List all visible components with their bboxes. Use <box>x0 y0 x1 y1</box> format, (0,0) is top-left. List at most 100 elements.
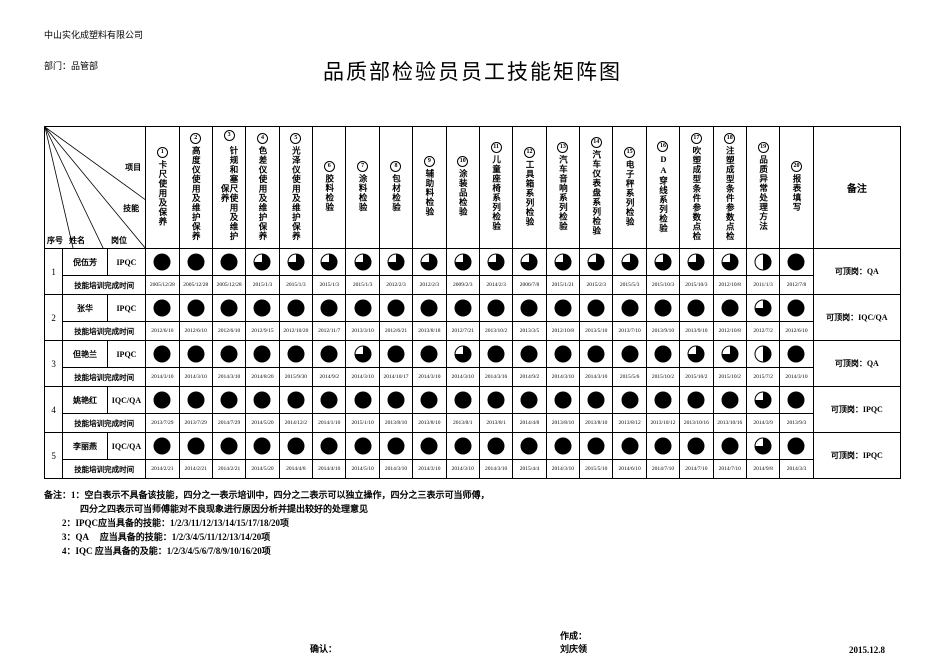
skill-pie-icon <box>253 253 271 271</box>
skill-pie-icon <box>220 345 238 363</box>
train-date-cell: 2012/10/20 <box>279 322 312 341</box>
skill-pie-icon <box>287 391 305 409</box>
train-date-cell: 2014/3/10 <box>346 368 379 387</box>
train-date-cell: 2009/2/3 <box>446 276 479 295</box>
position-cell: IPQC <box>107 341 145 368</box>
position-cell: IPQC <box>107 295 145 322</box>
position-cell: IQC/QA <box>107 387 145 414</box>
skill-level-cell <box>613 295 646 322</box>
train-date-cell: 2014/10/17 <box>379 368 412 387</box>
train-date-cell: 2015/5/6 <box>613 368 646 387</box>
train-date-cell: 2014/6/10 <box>613 460 646 479</box>
employee-row: 2张华IPQC可顶岗：IQC/QA <box>45 295 901 322</box>
skill-level-cell <box>446 387 479 414</box>
skill-pie-icon <box>420 345 438 363</box>
skill-name: 汽车音响系列检验 <box>558 155 567 231</box>
skill-level-cell <box>613 387 646 414</box>
skill-pie-icon <box>687 253 705 271</box>
train-date-cell: 2013/7/10 <box>613 322 646 341</box>
train-date-cell: 2014/2/21 <box>179 460 212 479</box>
skill-level-cell <box>580 387 613 414</box>
skill-level-cell <box>212 295 245 322</box>
skill-header: 11 儿童座椅系列检验 <box>479 127 512 249</box>
skill-pie-icon <box>554 437 572 455</box>
skill-pie-icon <box>554 345 572 363</box>
skill-pie-icon <box>487 345 505 363</box>
train-date-cell: 2015/10/3 <box>680 276 713 295</box>
skill-pie-icon <box>754 299 772 317</box>
skill-pie-icon <box>654 391 672 409</box>
train-date-cell: 2014/3/10 <box>546 460 579 479</box>
train-date-cell: 2015/10/3 <box>646 276 679 295</box>
skill-pie-icon <box>787 345 805 363</box>
train-date-cell: 2013/8/12 <box>613 414 646 433</box>
train-date-cell: 2015/10/2 <box>713 368 746 387</box>
train-date-cell: 2014/9/2 <box>513 368 546 387</box>
skill-level-cell <box>212 433 245 460</box>
skill-level-cell <box>780 341 813 368</box>
skill-level-cell <box>446 341 479 368</box>
name-cell: 姚艳红 <box>63 387 108 414</box>
train-date-cell: 2014/5/20 <box>246 460 279 479</box>
skill-number: 16 <box>657 141 668 152</box>
name-cell: 李丽燕 <box>63 433 108 460</box>
skill-pie-icon <box>654 299 672 317</box>
train-date-cell: 2013/8/10 <box>546 414 579 433</box>
note-line: 四分之四表示可当师傅能对不良现象进行原因分析并提出较好的处理意见 <box>44 503 901 517</box>
train-date-cell: 2013/8/1 <box>479 414 512 433</box>
skill-name: 辅助料检验 <box>425 169 434 217</box>
page: 中山实化成塑料有限公司 部门：品管部 品质部检验员员工技能矩阵图 项目 技能 序… <box>0 0 945 669</box>
skill-header: 13 汽车音响系列检验 <box>546 127 579 249</box>
skill-level-cell <box>580 433 613 460</box>
train-date-cell: 2015/1/3 <box>313 276 346 295</box>
skill-level-cell <box>713 341 746 368</box>
train-date-cell: 2014/3/10 <box>446 368 479 387</box>
notes-block: 备注：1：空白表示不具备该技能，四分之一表示培训中，四分之二表示可以独立操作，四… <box>44 489 901 559</box>
skill-header: 17 吹塑成型条件参数点检 <box>680 127 713 249</box>
seq-cell: 1 <box>45 249 63 295</box>
employee-date-row: 技能培训完成时间2005/12/282005/12/282005/12/2820… <box>45 276 901 295</box>
skill-pie-icon <box>554 299 572 317</box>
skill-pie-icon <box>721 299 739 317</box>
seq-cell: 2 <box>45 295 63 341</box>
skill-pie-icon <box>454 437 472 455</box>
skill-level-cell <box>146 387 179 414</box>
skill-pie-icon <box>187 391 205 409</box>
train-date-cell: 2015/7/2 <box>746 368 779 387</box>
train-date-cell: 2013/8/10 <box>379 414 412 433</box>
train-date-cell: 2012/10/8 <box>546 322 579 341</box>
train-date-cell: 2005/12/28 <box>212 276 245 295</box>
skill-pie-icon <box>354 253 372 271</box>
skill-matrix-table: 项目 技能 序号 姓名 岗位 1 卡尺使用及保养 2 高度仪使用及维护保养 3 … <box>44 126 901 479</box>
train-date-cell: 2014/3/3 <box>780 460 813 479</box>
train-date-cell: 2014/2/21 <box>212 460 245 479</box>
skill-name: 报表填写 <box>792 174 801 212</box>
train-date-cell: 2013/7/29 <box>179 414 212 433</box>
skill-level-cell <box>780 433 813 460</box>
train-date-cell: 2012/7/21 <box>446 322 479 341</box>
train-date-cell: 2014/2/21 <box>146 460 179 479</box>
skill-pie-icon <box>587 299 605 317</box>
skill-pie-icon <box>387 299 405 317</box>
diag-name: 姓名 <box>69 235 85 246</box>
train-date-cell: 2014/3/10 <box>413 368 446 387</box>
skill-name: 汽车仪表盘系列检验 <box>592 150 601 236</box>
skill-level-cell <box>646 249 679 276</box>
skill-header: 9 辅助料检验 <box>413 127 446 249</box>
employee-row: 4姚艳红IQC/QA可顶岗：IPQC <box>45 387 901 414</box>
skill-pie-icon <box>354 391 372 409</box>
skill-pie-icon <box>220 437 238 455</box>
skill-level-cell <box>513 295 546 322</box>
skill-pie-icon <box>420 253 438 271</box>
note-line: 2：IPQC应当具备的技能：1/2/3/11/12/13/14/15/17/18… <box>44 517 901 531</box>
train-date-cell: 2013/8/10 <box>413 414 446 433</box>
skill-level-cell <box>746 387 779 414</box>
employee-row: 3但艳兰IPQC可顶岗：QA <box>45 341 901 368</box>
skill-level-cell <box>379 433 412 460</box>
note-line: 备注：1：空白表示不具备该技能，四分之一表示培训中，四分之二表示可以独立操作，四… <box>44 489 901 503</box>
skill-header: 7 涂料检验 <box>346 127 379 249</box>
skill-header: 1 卡尺使用及保养 <box>146 127 179 249</box>
skill-header: 20 报表填写 <box>780 127 813 249</box>
train-date-cell: 2014/7/10 <box>680 460 713 479</box>
skill-level-cell <box>546 433 579 460</box>
